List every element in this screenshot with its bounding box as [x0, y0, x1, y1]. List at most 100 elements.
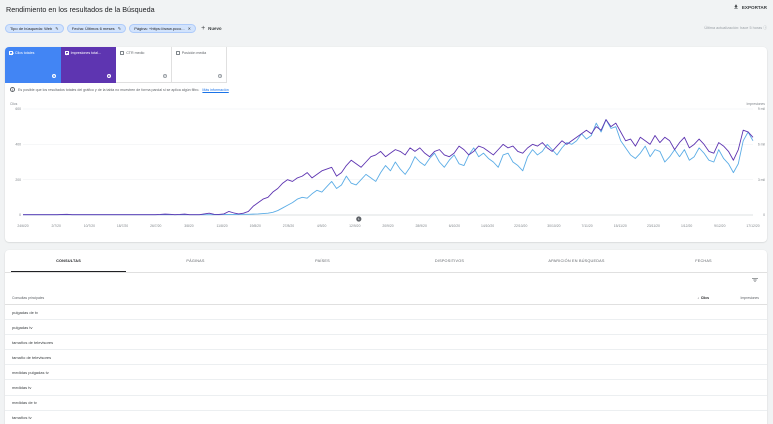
query-table-body: pulgadas de tv pulgadas tv tamaños de tele… — [5, 305, 767, 424]
x-tick-label: 10/7/20 — [84, 224, 95, 228]
filter-chip-search-type[interactable]: Tipo de búsqueda: Web ✎ — [5, 23, 64, 33]
last-update-text: Última actualización: hace 5 horas ⓘ — [704, 26, 767, 30]
x-tick-label: 27/8/20 — [283, 224, 294, 228]
table-row[interactable]: medidas tv — [5, 380, 767, 396]
pencil-icon[interactable]: ✎ — [117, 25, 122, 31]
x-tick-label: 26/7/20 — [150, 224, 161, 228]
filter-chip-date[interactable]: Fecha: Últimos 6 meses ✎ — [66, 23, 127, 33]
new-filter-label: Nuevo — [208, 25, 222, 31]
y-tick-label-left: 600 — [15, 107, 21, 111]
plus-icon: + — [201, 24, 206, 32]
x-tick-label: 12/9/20 — [349, 224, 360, 228]
details-card: CONSULTAS PÁGINAS PAÍSES DISPOSITIVOS APARIC… — [5, 250, 767, 424]
info-icon: i — [10, 87, 15, 92]
table-header: Consultas principales ↓ Clics Impresiones — [5, 291, 767, 305]
x-tick-label: 11/8/20 — [217, 224, 228, 228]
metric-label: CTR medio — [126, 51, 145, 55]
metric-cards: Clics totales ? Impresiones total... ? C… — [5, 47, 228, 83]
annotation-marker — [356, 216, 362, 222]
x-tick-label: 3/8/20 — [184, 224, 194, 228]
x-tick-label: 4/9/20 — [317, 224, 327, 228]
tab-consultas[interactable]: CONSULTAS — [5, 250, 132, 272]
pencil-icon[interactable]: ✎ — [55, 25, 59, 31]
close-icon[interactable]: ✕ — [187, 25, 192, 31]
y-tick-label-left: 200 — [15, 178, 21, 182]
tab-aparición-en-búsquedas[interactable]: APARICIÓN EN BÚSQUEDAS — [548, 259, 605, 263]
download-icon — [734, 4, 738, 9]
checkbox-icon[interactable] — [9, 51, 13, 55]
dimension-tabs: CONSULTAS PÁGINAS PAÍSES DISPOSITIVOS APARIC… — [5, 250, 767, 273]
checkbox-icon[interactable] — [175, 51, 180, 55]
column-header-clicks[interactable]: ↓ Clics — [697, 295, 709, 300]
filter-chip-label: Fecha: Últimos 6 meses — [71, 25, 115, 31]
filter-bar: Tipo de búsqueda: Web ✎ Fecha: Últimos 6… — [5, 23, 222, 33]
y-tick-label-right: 6 mil — [758, 143, 765, 147]
help-icon[interactable]: ? — [107, 74, 112, 78]
x-tick-label: 20/9/20 — [382, 224, 393, 228]
help-icon[interactable]: ? — [51, 74, 56, 78]
filter-chip-page[interactable]: Página: +https://www.pcco... ✕ — [129, 23, 197, 33]
learn-more-link[interactable]: Más información — [202, 87, 229, 92]
new-filter-button[interactable]: + Nuevo — [201, 25, 222, 32]
metric-card-clicks[interactable]: Clics totales ? — [5, 47, 61, 83]
y-tick-label-right: 3 mil — [758, 178, 765, 182]
table-row[interactable]: tamaño de televisores — [5, 350, 767, 366]
x-tick-label: 1/12/20 — [681, 224, 692, 228]
data-notice: i Es posible que los resultados totales … — [10, 87, 229, 92]
export-label: EXPORTAR — [741, 4, 767, 10]
x-tick-label: 18/7/20 — [117, 224, 128, 228]
annotation-marker-label: 1 — [358, 217, 360, 221]
checkbox-icon[interactable] — [64, 51, 69, 55]
metric-card-ctr[interactable]: CTR medio ? — [116, 47, 172, 83]
table-row[interactable]: medidas pulgadas tv — [5, 365, 767, 381]
tab-páginas[interactable]: PÁGINAS — [186, 259, 205, 263]
header-bar: Rendimiento en los resultados de la Búsq… — [0, 0, 773, 18]
table-row[interactable]: tamaños de televisores — [5, 335, 767, 351]
x-tick-label: 28/9/20 — [416, 224, 427, 228]
tab-fechas[interactable]: FECHAS — [695, 259, 712, 263]
y-axis-left-title: Clics — [10, 102, 18, 106]
column-header-impressions[interactable]: Impresiones — [740, 295, 759, 300]
x-tick-label: 15/11/20 — [614, 224, 627, 228]
help-icon[interactable]: ? — [162, 74, 167, 78]
y-tick-label-left: 400 — [15, 143, 21, 147]
x-tick-label: 19/8/20 — [250, 224, 261, 228]
metric-label: Posición media — [181, 51, 207, 55]
y-tick-label-right: 9 mil — [758, 107, 765, 111]
help-icon[interactable]: ? — [218, 74, 223, 78]
x-tick-label: 14/10/20 — [481, 224, 494, 228]
page-title: Rendimiento en los resultados de la Búsq… — [6, 4, 155, 14]
performance-chart-card: Clics totales ? Impresiones total... ? C… — [5, 47, 767, 242]
x-tick-label: 22/10/20 — [514, 224, 527, 228]
metric-label: Impresiones total... — [70, 51, 101, 55]
x-tick-label: 24/6/20 — [17, 224, 28, 228]
x-tick-label: 30/10/20 — [547, 224, 560, 228]
x-tick-label: 2/7/20 — [51, 224, 61, 228]
y-axis-right-title: Impresiones — [747, 102, 766, 106]
table-row[interactable]: medidas de tv — [5, 396, 767, 411]
y-tick-label-left: 0 — [19, 213, 21, 217]
x-tick-label: 7/11/20 — [582, 224, 593, 228]
column-header-query[interactable]: Consultas principales — [12, 295, 45, 300]
table-row[interactable]: pulgadas de tv — [5, 305, 767, 321]
export-button[interactable]: EXPORTAR — [733, 4, 767, 10]
help-icon[interactable]: ⓘ — [763, 26, 767, 30]
metric-label: Clics totales — [15, 51, 35, 55]
notice-text: Es posible que los resultados totales de… — [18, 87, 200, 92]
x-tick-label: 17/12/20 — [746, 224, 759, 228]
metric-card-position[interactable]: Posición media ? — [171, 47, 228, 83]
tab-dispositivos[interactable]: DISPOSITIVOS — [434, 259, 465, 263]
series-line-clics — [23, 119, 754, 216]
table-row[interactable]: tamaños tv — [5, 411, 767, 424]
filter-chip-label: Tipo de búsqueda: Web — [10, 25, 53, 31]
checkbox-icon[interactable] — [120, 51, 125, 55]
sort-arrow-icon: ↓ — [697, 295, 699, 300]
table-row[interactable]: pulgadas tv — [5, 320, 767, 336]
series-line-impresiones — [23, 119, 754, 216]
metric-card-impressions[interactable]: Impresiones total... ? — [60, 47, 117, 83]
tab-países[interactable]: PAÍSES — [315, 259, 330, 263]
performance-line-chart: Clics Impresiones 600 9 mil 400 6 mil 200 3 mil… — [10, 102, 766, 228]
filter-chip-label: Página: +https://www.pcco... — [134, 25, 185, 31]
y-tick-label-right: 0 — [763, 213, 765, 217]
filter-icon[interactable] — [751, 276, 759, 284]
